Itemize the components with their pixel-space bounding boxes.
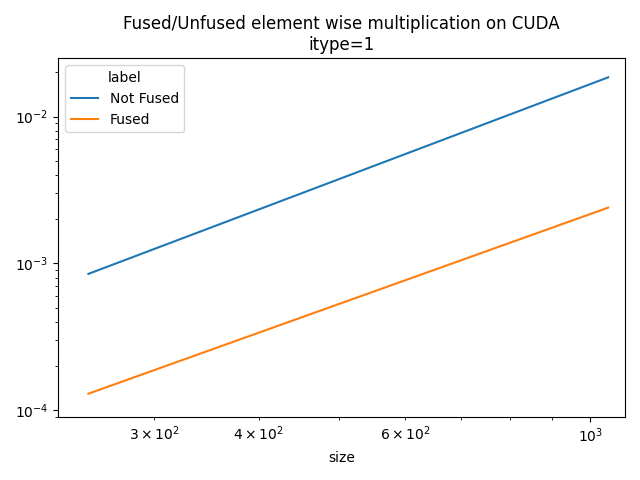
Line: Fused: Fused xyxy=(88,208,608,394)
Not Fused xyxy=(335,177,342,182)
Fused xyxy=(332,302,339,308)
Not Fused xyxy=(394,154,401,160)
Not Fused xyxy=(84,271,92,277)
Line: Not Fused: Not Fused xyxy=(88,77,608,274)
Not Fused xyxy=(511,110,518,116)
Fused xyxy=(511,238,518,244)
Title: Fused/Unfused element wise multiplication on CUDA
itype=1: Fused/Unfused element wise multiplicatio… xyxy=(124,15,560,54)
Not Fused xyxy=(604,74,612,80)
Legend: Not Fused, Fused: Not Fused, Fused xyxy=(65,65,184,132)
Fused xyxy=(335,301,342,307)
Fused xyxy=(84,391,92,396)
X-axis label: size: size xyxy=(328,451,355,465)
Fused xyxy=(394,280,401,286)
Not Fused xyxy=(332,178,339,183)
Not Fused xyxy=(366,165,374,170)
Not Fused xyxy=(592,79,600,85)
Fused xyxy=(366,290,374,296)
Fused xyxy=(604,205,612,211)
Fused xyxy=(592,209,600,215)
